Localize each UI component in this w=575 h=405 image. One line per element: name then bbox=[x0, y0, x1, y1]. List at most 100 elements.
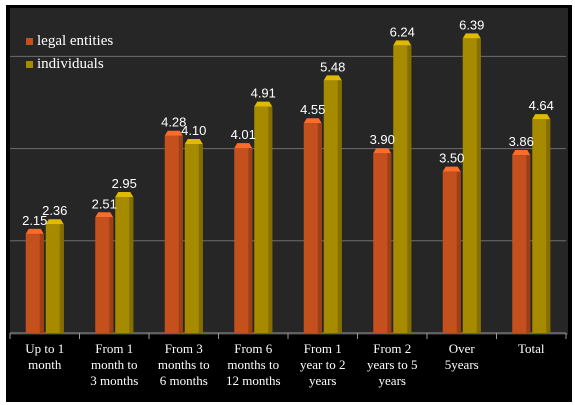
bar-legal-entities-1 bbox=[95, 212, 114, 333]
bar-legal-entities-4 bbox=[303, 118, 322, 334]
bar-individuals-1 bbox=[115, 192, 134, 333]
x-tick-label-line: years bbox=[309, 373, 337, 388]
bar-top bbox=[184, 138, 203, 144]
x-tick-label-line: From 6 bbox=[234, 341, 273, 356]
legend-item-individuals[interactable]: individuals bbox=[26, 53, 113, 76]
x-tick-label: Up to 1 month bbox=[9, 341, 81, 373]
x-tick-label-line: 6 months bbox=[159, 373, 208, 388]
bar-legal-entities-5 bbox=[373, 148, 392, 333]
bar-face bbox=[164, 135, 183, 333]
bar-top bbox=[25, 228, 44, 234]
data-label-legal-entities-2: 4.28 bbox=[161, 115, 186, 130]
legend-item-legal-entities[interactable]: legal entities bbox=[26, 30, 113, 53]
data-label-legal-entities-0: 2.15 bbox=[22, 213, 47, 228]
legend-swatch-individuals bbox=[26, 61, 33, 68]
bar-legal-entities-0 bbox=[25, 228, 44, 333]
bar-top bbox=[254, 101, 273, 107]
data-label-legal-entities-1: 2.51 bbox=[92, 196, 117, 211]
bar-individuals-0 bbox=[45, 219, 64, 333]
bar-top bbox=[532, 114, 551, 120]
x-tick-label-line: month to bbox=[90, 357, 138, 372]
bar-side bbox=[39, 233, 44, 333]
bar-face bbox=[462, 38, 481, 334]
data-label-legal-entities-3: 4.01 bbox=[231, 127, 256, 142]
bar-face bbox=[303, 123, 322, 334]
bar-side bbox=[407, 45, 412, 333]
x-tick-label-line: From 1 bbox=[303, 341, 342, 356]
bar-top bbox=[45, 219, 64, 225]
bar-top bbox=[373, 148, 392, 154]
bar-top bbox=[462, 33, 481, 39]
x-tick-label: From 6 months to 12 months bbox=[217, 341, 289, 389]
data-label-individuals-7: 4.64 bbox=[529, 98, 554, 113]
x-tick-label-line: From 2 bbox=[373, 341, 412, 356]
x-tick-label-line: months to bbox=[227, 357, 280, 372]
x-tick-label-line: year to 2 bbox=[300, 357, 346, 372]
x-tick-label-line: 12 months bbox=[225, 373, 281, 388]
bar-face bbox=[442, 171, 461, 333]
bar-top bbox=[115, 192, 134, 198]
bar-side bbox=[198, 143, 203, 333]
x-tick-label-line: From 3 bbox=[164, 341, 203, 356]
x-tick-label: From 3 months to 6 months bbox=[148, 341, 220, 389]
x-tick-label-line: years bbox=[378, 373, 406, 388]
data-label-individuals-6: 6.39 bbox=[459, 17, 484, 32]
bar-individuals-3 bbox=[254, 101, 273, 333]
data-label-individuals-0: 2.36 bbox=[42, 203, 67, 218]
bar-legal-entities-7 bbox=[512, 150, 531, 333]
x-tick-label-line: From 1 bbox=[95, 341, 134, 356]
bar-top bbox=[95, 212, 114, 218]
legend: legal entities individuals bbox=[26, 30, 113, 76]
data-labels: 2.152.36 2.51 2.95 4.284.10 4.01 4.91 4.55 5.48… bbox=[22, 17, 554, 227]
x-tick-label-line: months to bbox=[157, 357, 210, 372]
bar-face bbox=[393, 45, 412, 333]
bar-individuals-4 bbox=[323, 75, 342, 333]
x-tick-label-line: month bbox=[28, 357, 62, 372]
bar-top bbox=[303, 118, 322, 124]
x-tick-label-line: 5years bbox=[444, 357, 479, 372]
data-label-legal-entities-6: 3.50 bbox=[439, 151, 464, 166]
bar-face bbox=[95, 217, 114, 333]
bar-side bbox=[268, 106, 273, 333]
bar-side bbox=[546, 119, 551, 333]
data-label-individuals-1: 2.95 bbox=[112, 176, 137, 191]
bar-individuals-5 bbox=[393, 40, 412, 333]
bar-side bbox=[337, 80, 342, 333]
bars bbox=[25, 33, 551, 334]
x-tick-label-line: years to 5 bbox=[366, 357, 418, 372]
bar-face bbox=[25, 233, 44, 333]
data-label-individuals-4: 5.48 bbox=[320, 59, 345, 74]
legend-swatch-legal-entities bbox=[26, 38, 33, 45]
bar-side bbox=[129, 197, 134, 333]
data-label-legal-entities-5: 3.90 bbox=[370, 132, 395, 147]
bar-side bbox=[59, 224, 64, 333]
bar-face bbox=[373, 153, 392, 333]
bar-face bbox=[45, 224, 64, 333]
bar-legal-entities-3 bbox=[234, 143, 253, 333]
bar-face bbox=[115, 197, 134, 333]
bar-face bbox=[184, 143, 203, 333]
bar-side bbox=[109, 217, 114, 333]
bar-side bbox=[456, 171, 461, 333]
x-tick-label-line: 3 months bbox=[90, 373, 139, 388]
x-tick-label: From 2 years to 5 years bbox=[356, 341, 428, 389]
x-tick-label-line: Over bbox=[448, 341, 475, 356]
bar-top bbox=[234, 143, 253, 149]
bar-side bbox=[387, 153, 392, 333]
legend-label-individuals: individuals bbox=[37, 56, 104, 72]
bar-top bbox=[164, 130, 183, 136]
bar-individuals-6 bbox=[462, 33, 481, 334]
bar-side bbox=[248, 148, 253, 333]
x-tick-label-line: Up to 1 bbox=[25, 341, 65, 356]
bar-side bbox=[178, 135, 183, 333]
bar-individuals-7 bbox=[532, 114, 551, 333]
data-label-legal-entities-7: 3.86 bbox=[509, 134, 534, 149]
bar-side bbox=[317, 123, 322, 334]
data-label-individuals-2: 4.10 bbox=[181, 123, 206, 138]
bar-face bbox=[323, 80, 342, 333]
bar-top bbox=[512, 150, 531, 156]
bar-top bbox=[323, 75, 342, 81]
x-tick-label: Over 5years bbox=[426, 341, 498, 373]
bar-face bbox=[254, 106, 273, 333]
bar-side bbox=[476, 38, 481, 334]
